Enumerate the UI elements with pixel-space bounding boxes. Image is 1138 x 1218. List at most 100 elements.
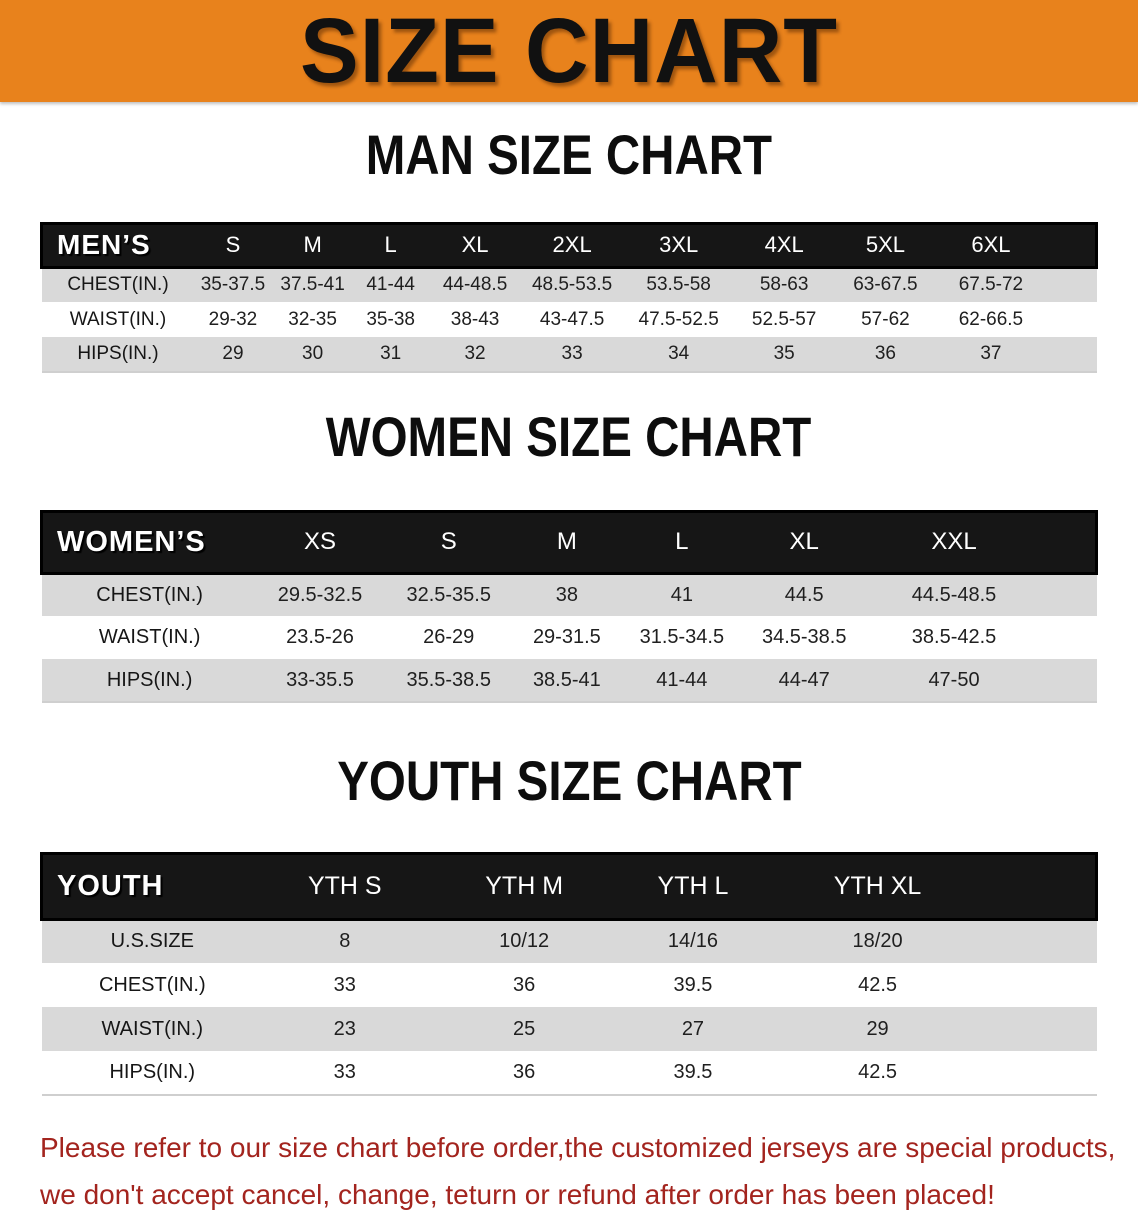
measurement-value: 33	[333, 973, 356, 996]
header-row: YOUTH YTH S YTH M YTH L YTH XL	[40, 851, 1098, 921]
women-chart-title: WOMEN SIZE CHART	[326, 405, 812, 469]
filler-cell	[990, 917, 1097, 963]
size-column-header: YTH XL	[764, 851, 991, 921]
measurement-value: 41-44	[353, 265, 428, 302]
measurement-value: 38	[515, 571, 619, 616]
measurement-row: CHEST(IN.) 29.5-32.5 32.5-35.5 38 41 44.5 44.5…	[41, 571, 1097, 616]
page-title: SIZE CHART	[300, 0, 838, 102]
measurement-row: WAIST(IN.) 23.5-26 26-29 29-31.5 31.5-34.5 34…	[41, 616, 1097, 659]
men-section: MAN SIZE CHART	[0, 126, 1138, 184]
size-column-header: M	[515, 509, 619, 575]
measurement-value: 42.5	[858, 973, 898, 996]
row-label: CHEST(IN.)	[41, 265, 195, 302]
disclaimer-line-1: Please refer to our size chart before or…	[40, 1132, 1116, 1163]
measurement-value: 44.5	[745, 571, 864, 616]
measurement-value: 43-47.5	[539, 308, 605, 330]
measurement-value: 31.5-34.5	[639, 626, 725, 648]
youth-size-table: YOUTH YTH S YTH M YTH L YTH XL U.S.SIZE 8 10/12…	[40, 851, 1098, 1096]
banner: SIZE CHART	[0, 0, 1138, 102]
youth-chart-title: YOUTH SIZE CHART	[336, 749, 802, 813]
measurement-value: 34	[621, 337, 736, 373]
filler-cell	[991, 963, 1097, 1007]
measurement-value: 26-29	[423, 626, 475, 648]
row-label: WAIST(IN.)	[69, 308, 167, 330]
measurement-value: 38.5-42.5	[911, 626, 997, 648]
size-column-header: 6XL	[938, 221, 1044, 269]
size-column-header: 5XL	[832, 221, 939, 269]
size-column-header: S	[194, 221, 272, 269]
measurement-value: 39.5	[621, 1051, 765, 1096]
disclaimer-text: Please refer to our size chart before or…	[40, 1124, 1118, 1218]
size-column-header: L	[618, 509, 746, 575]
measurement-value: 58-63	[735, 265, 833, 302]
measurement-row: HIPS(IN.) 33-35.5 35.5-38.5 38.5-41 41-44 44-…	[41, 659, 1097, 703]
measurement-value: 35	[735, 337, 833, 373]
row-label: CHEST(IN.)	[41, 571, 258, 616]
size-column-header: XXL	[863, 509, 1045, 575]
table-corner-label: WOMEN’S	[39, 509, 258, 575]
measurement-value: 27	[681, 1017, 705, 1040]
women-size-table: WOMEN’S XS S M L XL XXL CHEST(IN.) 29.5-32.5 32.5…	[39, 509, 1098, 703]
measurement-value: 36	[426, 1051, 622, 1096]
filler-cell	[1044, 659, 1097, 703]
measurement-value: 14/16	[621, 917, 765, 963]
measurement-value: 48.5-53.5	[522, 265, 622, 302]
measurement-value: 33	[263, 1051, 427, 1096]
measurement-value: 32.5-35.5	[382, 571, 516, 616]
measurement-value: 33	[522, 337, 622, 373]
measurement-value: 35.5-38.5	[382, 659, 516, 703]
size-column-header: XL	[427, 221, 523, 269]
filler-cell	[990, 851, 1098, 921]
size-column-header: XS	[257, 509, 383, 575]
measurement-value: 42.5	[764, 1051, 991, 1096]
measurement-value: 47.5-52.5	[638, 308, 719, 330]
size-column-header: 4XL	[735, 221, 833, 269]
measurement-value: 29-32	[208, 308, 258, 330]
filler-cell	[991, 1007, 1097, 1051]
measurement-value: 18/20	[764, 917, 991, 963]
measurement-value: 47-50	[863, 659, 1045, 703]
measurement-value: 30	[271, 337, 354, 373]
size-column-header: YTH L	[621, 851, 765, 921]
measurement-value: 39.5	[673, 973, 713, 996]
table-corner-label: MEN’S	[40, 221, 195, 269]
filler-cell	[1044, 302, 1097, 337]
measurement-value: 67.5-72	[938, 265, 1044, 302]
measurement-value: 37.5-41	[271, 265, 354, 302]
measurement-value: 38-43	[450, 308, 500, 330]
table-corner-label: YOUTH	[40, 851, 264, 921]
measurement-value: 8	[263, 917, 427, 963]
measurement-value: 34.5-38.5	[761, 626, 847, 648]
measurement-value: 33-35.5	[257, 659, 383, 703]
measurement-row: WAIST(IN.) 23 25 27 29	[41, 1007, 1097, 1051]
size-column-header: YTH M	[426, 851, 622, 921]
measurement-value: 29.5-32.5	[257, 571, 383, 616]
size-column-header: L	[353, 221, 428, 269]
measurement-row: HIPS(IN.) 29 30 31 32 33 34 35 36 37	[41, 337, 1097, 373]
size-column-header: 3XL	[621, 221, 736, 269]
measurement-row: CHEST(IN.) 35-37.5 37.5-41 41-44 44-48.5 48.5…	[41, 265, 1097, 302]
measurement-value: 23.5-26	[286, 626, 354, 648]
size-column-header: XL	[745, 509, 864, 575]
measurement-value: 63-67.5	[832, 265, 939, 302]
row-label: HIPS(IN.)	[41, 337, 195, 373]
measurement-value: 41-44	[618, 659, 746, 703]
size-column-header: YTH S	[263, 851, 427, 921]
filler-cell	[1044, 571, 1097, 616]
measurement-row: WAIST(IN.) 29-32 32-35 35-38 38-43 43-47.5 47.…	[41, 302, 1097, 337]
measurement-row: HIPS(IN.) 33 36 39.5 42.5	[41, 1051, 1097, 1096]
measurement-value: 35-37.5	[194, 265, 272, 302]
row-label: CHEST(IN.)	[98, 973, 206, 996]
filler-cell	[990, 1051, 1097, 1096]
measurement-value: 29-31.5	[532, 626, 601, 648]
measurement-value: 57-62	[861, 308, 910, 330]
youth-section: YOUTH SIZE CHART	[0, 749, 1138, 813]
measurement-value: 23	[333, 1017, 356, 1040]
row-label: U.S.SIZE	[41, 917, 264, 963]
measurement-value: 37	[938, 337, 1044, 373]
measurement-value: 25	[513, 1017, 536, 1040]
filler-cell	[1043, 337, 1097, 373]
measurement-value: 44.5-48.5	[863, 571, 1045, 616]
measurement-value: 36	[513, 973, 536, 996]
measurement-value: 29	[194, 337, 272, 373]
